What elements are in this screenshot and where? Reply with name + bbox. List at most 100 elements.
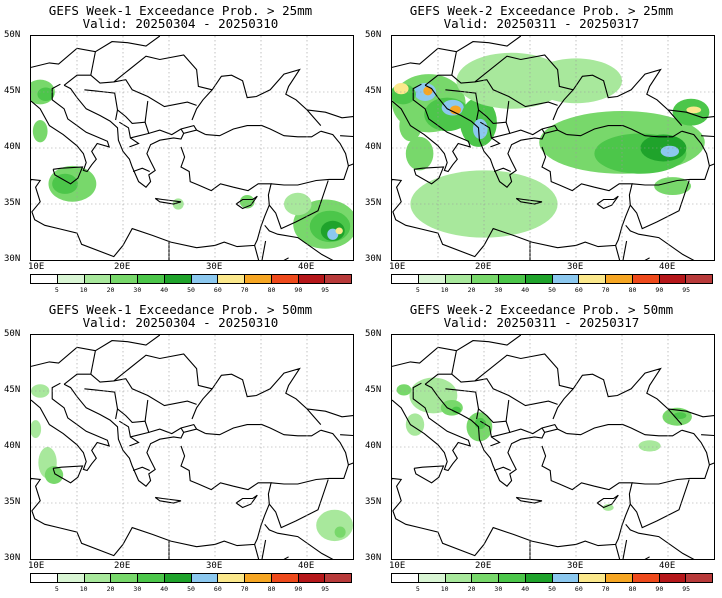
boundary-line: [451, 51, 457, 76]
colorbar-swatch: [525, 275, 553, 283]
lon-label: 30E: [206, 262, 223, 272]
boundary-line: [117, 109, 150, 139]
probability-area: [686, 106, 702, 114]
probability-map: [392, 335, 714, 559]
boundary-line: [271, 429, 349, 485]
boundary-line: [52, 465, 84, 484]
colorbar-label: 50: [548, 585, 556, 593]
boundary-line: [445, 388, 480, 420]
probability-area: [316, 509, 353, 542]
boundary-line: [235, 195, 258, 210]
boundary-line: [129, 436, 140, 447]
lon-label: 40E: [298, 262, 315, 272]
panel-valid-dates: Valid: 20250304 - 20250310: [82, 315, 279, 330]
colorbar-swatch: [164, 275, 192, 283]
colorbar-swatch: [57, 275, 85, 283]
boundary-line: [52, 166, 84, 185]
coastlines: [31, 335, 353, 559]
colorbar-label: 20: [106, 585, 115, 593]
colorbar-label: 30: [133, 585, 142, 593]
colorbar-swatch: [606, 275, 633, 283]
colorbar-swatch: [552, 574, 580, 582]
colorbar-swatch: [298, 574, 326, 582]
colorbar-swatch: [84, 275, 112, 283]
boundary-line: [348, 163, 353, 167]
probability-shading: [31, 384, 353, 542]
lat-label: 50N: [4, 30, 21, 40]
map-area: [391, 35, 715, 261]
colorbar-label: 60: [574, 286, 583, 294]
probability-area: [660, 145, 680, 157]
boundary-line: [392, 146, 633, 258]
boundary-line: [392, 83, 472, 173]
boundary-line: [632, 429, 710, 485]
boundary-line: [625, 224, 695, 260]
boundary-line: [154, 496, 182, 504]
lat-label: 40N: [4, 441, 21, 451]
colorbar-label: 5: [415, 286, 420, 294]
colorbar-label: 40: [160, 286, 169, 294]
boundary-line: [541, 427, 546, 433]
gridlines: [392, 335, 714, 559]
colorbar-swatch: [191, 275, 219, 283]
boundary-line: [541, 128, 546, 134]
colorbar: [391, 274, 713, 284]
colorbar-label: 95: [682, 286, 691, 294]
colorbar-label: 20: [106, 286, 115, 294]
lon-label: 30E: [567, 262, 584, 272]
probability-area: [335, 227, 343, 235]
colorbar-swatch: [325, 574, 351, 582]
lon-label: 10E: [28, 262, 45, 272]
probability-area: [393, 83, 409, 95]
colorbar: [391, 573, 713, 583]
boundary-line: [268, 479, 329, 529]
boundary-line: [622, 240, 628, 260]
colorbar-label: 60: [574, 585, 583, 593]
colorbar-swatch: [392, 275, 419, 283]
boundary-line: [392, 445, 633, 557]
boundary-line: [505, 100, 510, 123]
colorbar-swatch: [579, 275, 606, 283]
colorbar-label: 50: [187, 286, 195, 294]
colorbar-swatch: [525, 574, 553, 582]
boundary-line: [205, 125, 322, 138]
map-area: [391, 334, 715, 560]
colorbar-label: 40: [521, 286, 530, 294]
colorbar-swatch: [218, 574, 245, 582]
boundary-line: [235, 494, 258, 509]
boundary-line: [306, 109, 353, 138]
probability-shading: [396, 377, 692, 511]
boundary-line: [490, 137, 501, 148]
boundary-line: [254, 544, 260, 559]
lat-label: 40N: [365, 142, 382, 152]
colorbar-swatch: [57, 574, 85, 582]
colorbar-label: 50: [187, 585, 195, 593]
boundary-line: [348, 462, 353, 466]
boundary-line: [478, 109, 511, 139]
panel-title: GEFS Week-1 Exceedance Prob. > 25mm: [48, 3, 313, 18]
lon-label: 40E: [659, 262, 676, 272]
lat-label: 35N: [4, 198, 21, 208]
probability-shading: [392, 52, 710, 238]
boundary-line: [113, 353, 213, 390]
colorbar-label: 80: [628, 585, 637, 593]
boundary-line: [132, 167, 150, 173]
lat-label: 50N: [365, 30, 382, 40]
lat-label: 35N: [365, 497, 382, 507]
colorbar-swatch: [445, 275, 473, 283]
probability-area: [52, 173, 78, 194]
colorbar-label: 95: [321, 286, 330, 294]
colorbar-label: 70: [240, 286, 249, 294]
boundary-line: [629, 479, 690, 529]
probability-area: [396, 384, 412, 396]
boundary-line: [148, 124, 198, 136]
boundary-line: [615, 245, 621, 260]
boundary-line: [625, 523, 695, 559]
boundary-line: [566, 125, 683, 138]
colorbar-swatch: [686, 574, 712, 582]
boundary-line: [552, 367, 683, 425]
boundary-line: [63, 74, 197, 108]
lat-label: 50N: [4, 329, 21, 339]
boundary-line: [629, 180, 690, 230]
panel-title: GEFS Week-2 Exceedance Prob. > 25mm: [409, 3, 674, 18]
